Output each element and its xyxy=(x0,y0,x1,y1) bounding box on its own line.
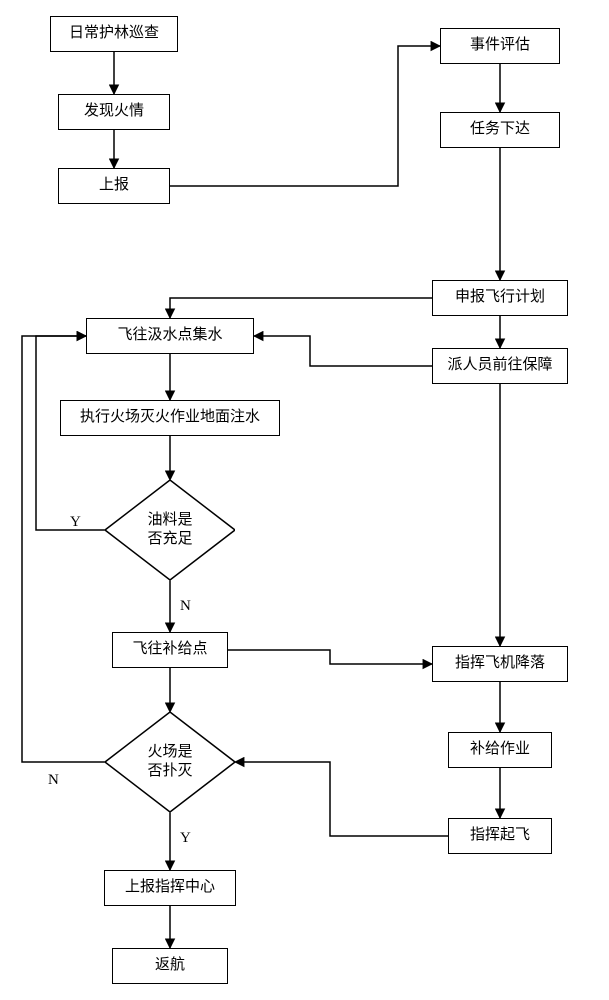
node-label: 上报 xyxy=(99,176,129,196)
node-task-assign: 任务下达 xyxy=(440,112,560,148)
decision-fire-extinguished: 火场是 否扑灭 xyxy=(105,712,235,812)
edge-label-d1-y: Y xyxy=(70,514,81,531)
node-label: 日常护林巡查 xyxy=(69,24,159,44)
node-label: 返航 xyxy=(155,956,185,976)
edge-label-d2-y: Y xyxy=(180,830,191,847)
node-label: 发现火情 xyxy=(84,102,144,122)
node-dispatch-personnel: 派人员前往保障 xyxy=(432,348,568,384)
node-event-assess: 事件评估 xyxy=(440,28,560,64)
node-report-center: 上报指挥中心 xyxy=(104,870,236,906)
node-firefighting-ops: 执行火场灭火作业地面注水 xyxy=(60,400,280,436)
node-command-takeoff: 指挥起飞 xyxy=(448,818,552,854)
node-label: 指挥飞机降落 xyxy=(455,654,545,674)
node-label: 飞往汲水点集水 xyxy=(117,326,222,346)
node-label: 补给作业 xyxy=(470,740,530,760)
decision-label: 火场是 否扑灭 xyxy=(147,743,192,782)
node-label: 任务下达 xyxy=(470,120,530,140)
node-command-landing: 指挥飞机降落 xyxy=(432,646,568,682)
node-patrol: 日常护林巡查 xyxy=(50,16,178,52)
node-resupply-ops: 补给作业 xyxy=(448,732,552,768)
node-label: 飞往补给点 xyxy=(132,640,207,660)
decision-label: 油料是 否充足 xyxy=(147,511,192,550)
node-label: 事件评估 xyxy=(470,36,530,56)
node-flight-plan: 申报飞行计划 xyxy=(432,280,568,316)
node-fly-collect-water: 飞往汲水点集水 xyxy=(86,318,254,354)
edge-label-d1-n: N xyxy=(180,598,191,615)
node-label: 申报飞行计划 xyxy=(455,288,545,308)
node-return: 返航 xyxy=(112,948,228,984)
node-discover-fire: 发现火情 xyxy=(58,94,170,130)
node-label: 执行火场灭火作业地面注水 xyxy=(80,408,260,428)
edge-label-d2-n: N xyxy=(48,772,59,789)
decision-fuel-sufficient: 油料是 否充足 xyxy=(105,480,235,580)
node-label: 派人员前往保障 xyxy=(447,356,552,376)
node-report: 上报 xyxy=(58,168,170,204)
node-fly-resupply: 飞往补给点 xyxy=(112,632,228,668)
node-label: 上报指挥中心 xyxy=(125,878,215,898)
node-label: 指挥起飞 xyxy=(470,826,530,846)
